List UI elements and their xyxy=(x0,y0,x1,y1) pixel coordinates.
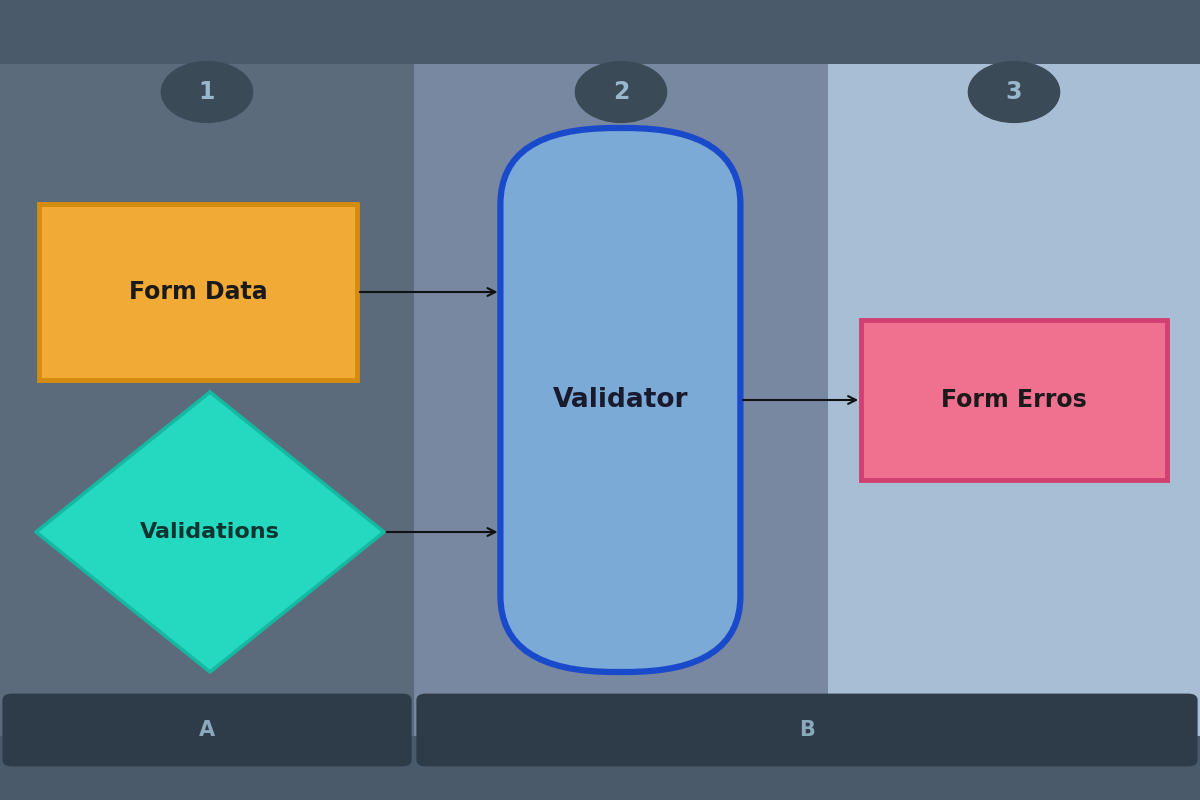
Text: Validations: Validations xyxy=(140,522,280,542)
FancyBboxPatch shape xyxy=(0,64,414,736)
FancyBboxPatch shape xyxy=(862,320,1166,480)
Text: 3: 3 xyxy=(1006,80,1022,104)
FancyBboxPatch shape xyxy=(2,694,412,766)
Text: Form Data: Form Data xyxy=(128,280,268,304)
Text: 2: 2 xyxy=(613,80,629,104)
FancyBboxPatch shape xyxy=(500,128,740,672)
FancyBboxPatch shape xyxy=(38,204,358,380)
Text: Form Erros: Form Erros xyxy=(941,388,1087,412)
FancyBboxPatch shape xyxy=(416,694,1198,766)
FancyBboxPatch shape xyxy=(414,64,828,736)
Circle shape xyxy=(576,62,667,122)
Text: B: B xyxy=(799,720,815,740)
FancyBboxPatch shape xyxy=(828,64,1200,736)
Polygon shape xyxy=(36,392,384,672)
Circle shape xyxy=(968,62,1060,122)
Text: Validator: Validator xyxy=(553,387,688,413)
Text: 1: 1 xyxy=(199,80,215,104)
Text: A: A xyxy=(199,720,215,740)
Circle shape xyxy=(161,62,252,122)
